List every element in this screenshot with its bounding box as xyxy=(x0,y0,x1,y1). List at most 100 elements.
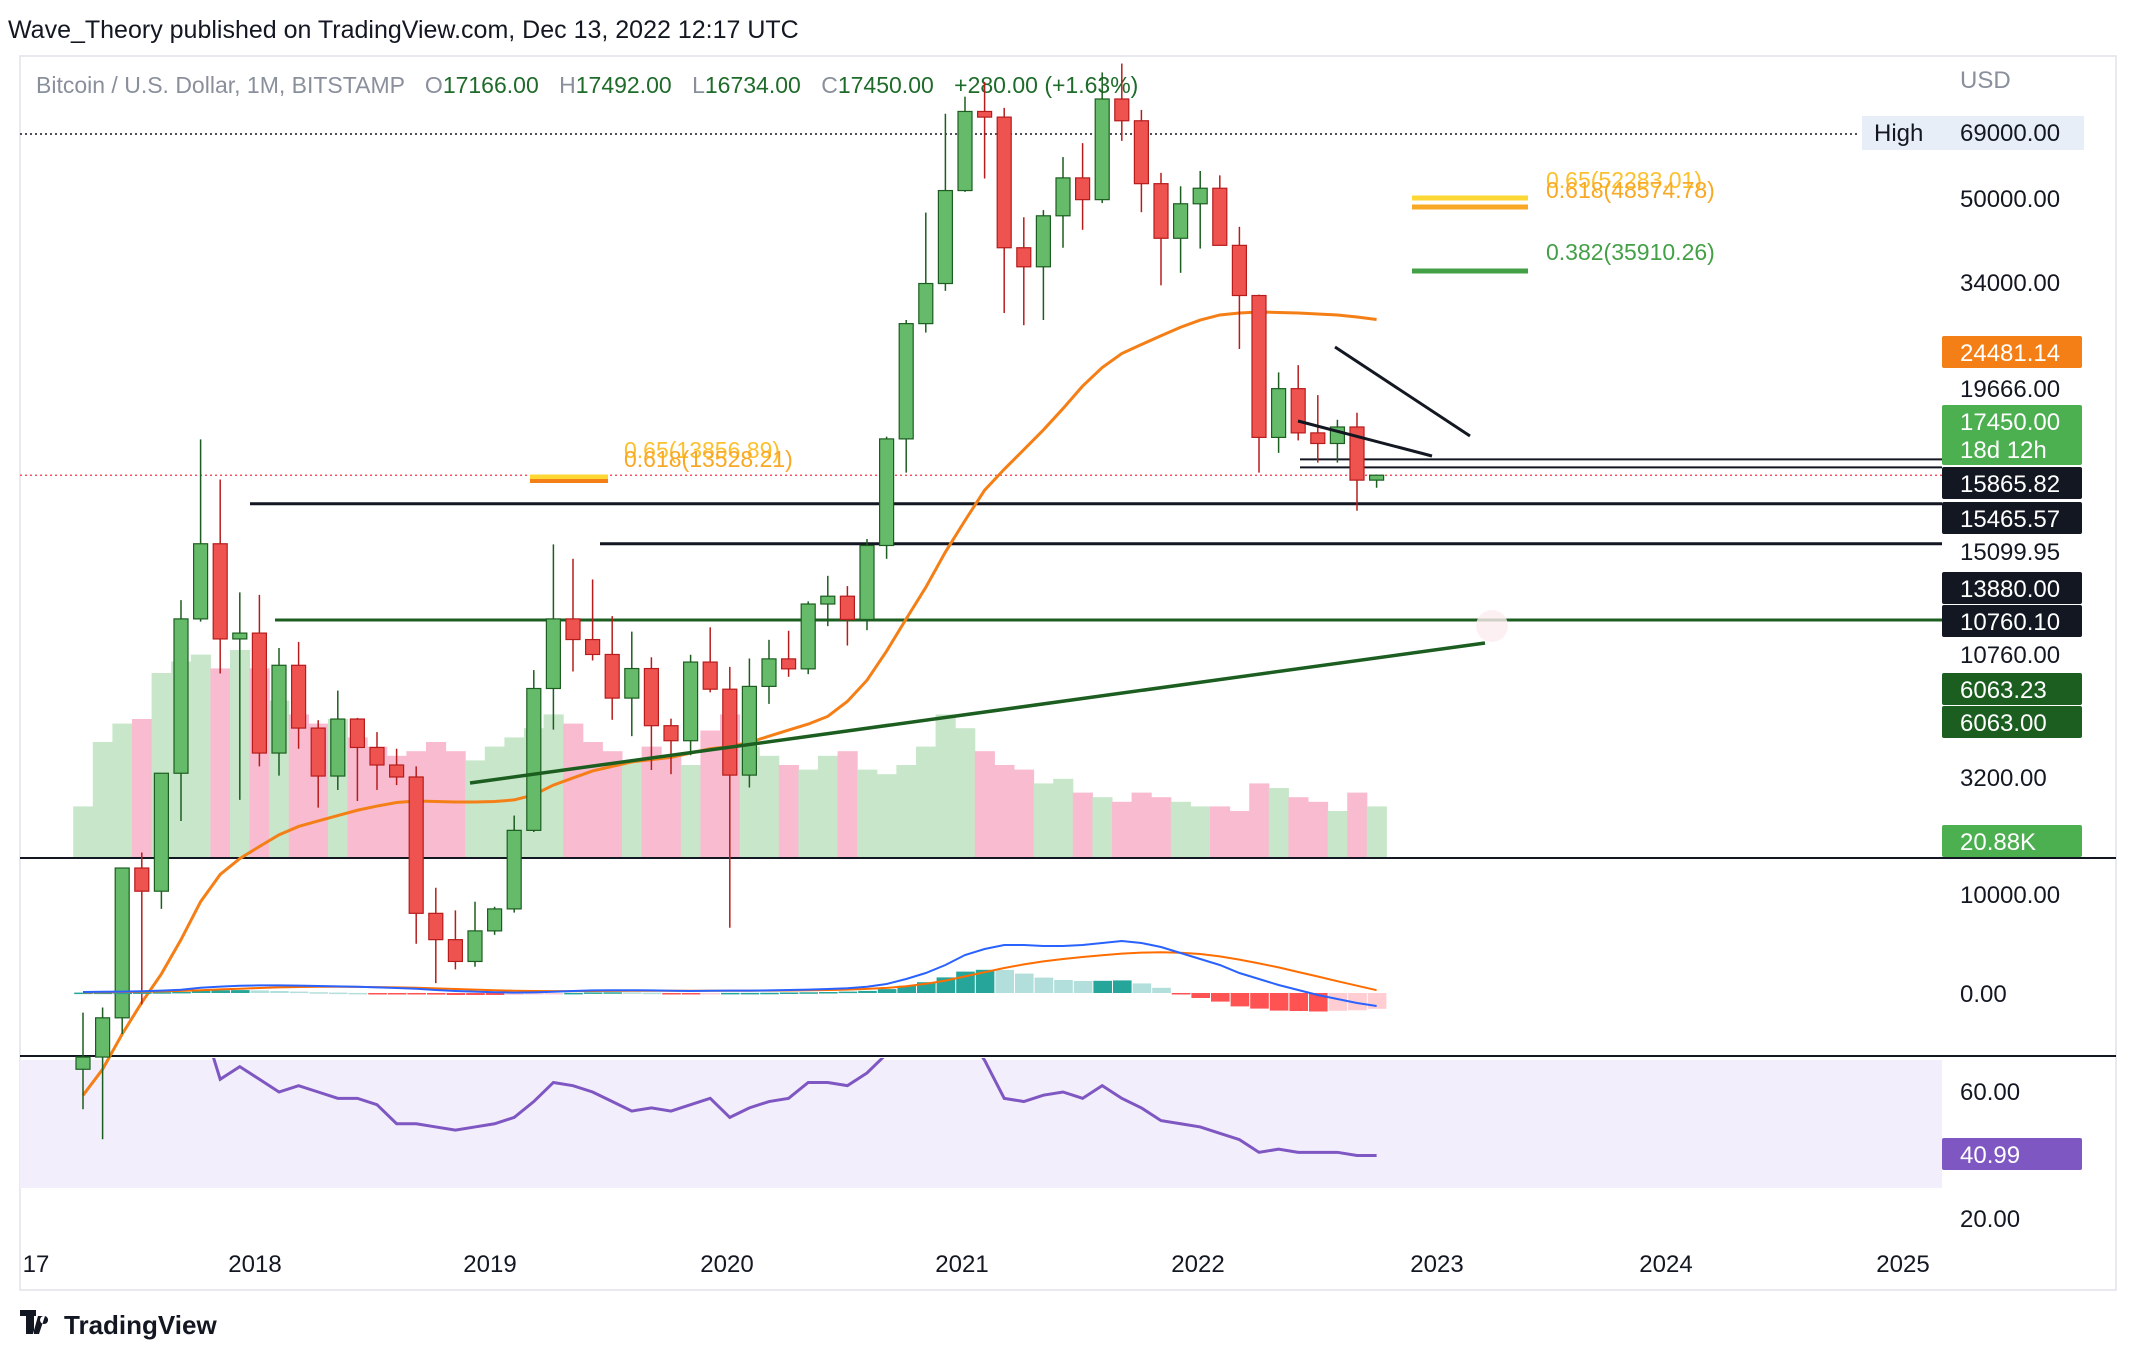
volume-bar xyxy=(112,723,133,857)
macd-histogram-bar xyxy=(270,991,289,993)
volume-bar xyxy=(798,769,819,857)
candle-body xyxy=(565,618,581,641)
time-tick-label: 17 xyxy=(23,1251,50,1278)
trend-badge-1-bg xyxy=(1942,673,2082,705)
candle-body xyxy=(1231,244,1248,297)
time-axis[interactable]: 17 2018 2019 2020 2021 2022 2023 2024 2025 xyxy=(23,1251,1930,1278)
user-drawings[interactable] xyxy=(469,195,1528,785)
volume-bar xyxy=(778,765,799,857)
level-badge-3-bg xyxy=(1942,572,2082,604)
macd-histogram-bar xyxy=(623,992,642,994)
macd-histogram-bar xyxy=(681,993,701,995)
volume-bar xyxy=(916,746,937,857)
candle-body xyxy=(291,664,307,729)
volume-bar xyxy=(1170,801,1191,857)
macd-histogram-bar xyxy=(1269,993,1289,1011)
volume-bar xyxy=(1014,769,1035,857)
volume-bar xyxy=(132,719,153,857)
volume-bar xyxy=(504,737,525,857)
volume-bar xyxy=(935,714,956,857)
legend-change: +280.00 (+1.63%) xyxy=(954,72,1138,98)
candle-body xyxy=(1153,183,1169,239)
macd-histogram-bar xyxy=(387,993,407,995)
rsi-tick-60: 60.00 xyxy=(1960,1079,2020,1106)
level-badge-2-bg xyxy=(1942,502,2082,534)
legend-low-label: L xyxy=(692,72,705,98)
ma-price-badge-bg xyxy=(1942,336,2082,368)
macd-histogram-bar xyxy=(525,993,544,995)
volume-bar xyxy=(602,751,623,857)
candle-body xyxy=(1133,120,1150,185)
macd-histogram-bar xyxy=(564,992,583,995)
price-tick-label: 15099.95 xyxy=(1960,539,2060,566)
macd-histogram-bar xyxy=(779,992,799,994)
macd-histogram-bar xyxy=(427,993,446,995)
rsi-band xyxy=(20,1060,1942,1188)
level-badge-4: 10760.10 xyxy=(1960,609,2060,636)
svg-text:Bitcoin / U.S. Dollar, 1M, BIT: Bitcoin / U.S. Dollar, 1M, BITSTAMP O171… xyxy=(36,72,1138,98)
candle-body xyxy=(918,282,934,325)
macd-histogram-bar xyxy=(603,992,622,994)
price-tick-label: 3200.00 xyxy=(1960,765,2047,792)
macd-histogram-bar xyxy=(799,992,818,994)
volume-bar xyxy=(1112,801,1133,857)
candle-body xyxy=(1074,177,1091,201)
symbol-legend[interactable]: Bitcoin / U.S. Dollar, 1M, BITSTAMP O171… xyxy=(36,72,1138,98)
volume-bar xyxy=(661,755,682,857)
candle-body xyxy=(545,618,562,690)
wedge-upper-line xyxy=(1334,345,1471,438)
candle-body xyxy=(310,727,326,777)
candle-body xyxy=(232,632,248,640)
price-axis[interactable]: USD High 69000.00 50000.00 34000.00 19666.00 1… xyxy=(1862,67,2084,1233)
high-marker-value: 69000.00 xyxy=(1960,120,2060,147)
chart-border xyxy=(19,55,2117,1291)
macd-histogram-bar xyxy=(1113,980,1132,993)
fib-0618-mid-label: 0.618(13528.21) xyxy=(624,446,793,472)
fib-0618-top-label: 0.618(48574.78) xyxy=(1546,177,1715,203)
macd-histogram-bar xyxy=(897,985,916,993)
candle-body xyxy=(741,685,758,776)
wedge-lower-line xyxy=(1297,419,1433,458)
macd-histogram-bar xyxy=(250,990,270,993)
macd-histogram-bar xyxy=(1230,993,1250,1007)
volume-bar xyxy=(1366,806,1387,857)
candle-body xyxy=(898,323,914,440)
axis-currency: USD xyxy=(1960,67,2011,94)
volume-bar xyxy=(818,755,839,857)
legend-open-label: O xyxy=(425,72,443,98)
volume-bar xyxy=(1092,797,1113,857)
candles xyxy=(75,63,1385,1140)
level-badge-3: 13880.00 xyxy=(1960,576,2060,603)
volume-bar xyxy=(857,769,878,857)
macd-histogram-bar xyxy=(995,970,1014,993)
candle-body xyxy=(251,632,267,754)
volume-bar xyxy=(1053,778,1074,857)
time-tick-label: 2024 xyxy=(1639,1251,1692,1278)
macd-histogram-bar xyxy=(1073,981,1093,993)
candle-body xyxy=(1368,474,1385,481)
candle-body xyxy=(173,618,189,774)
trendline-uptrend xyxy=(469,641,1486,785)
volume-badge: 20.88K xyxy=(1960,829,2036,856)
candle-body xyxy=(75,1056,91,1070)
volume-bar xyxy=(876,774,897,857)
volume-bar xyxy=(622,760,643,857)
candle-body xyxy=(193,543,209,620)
price-tick-label: 19666.00 xyxy=(1960,376,2060,403)
macd-histogram-bar xyxy=(1093,980,1112,993)
volume-bar xyxy=(700,730,721,857)
macd-histogram-bar xyxy=(1191,993,1210,998)
publisher-caption: Wave_Theory published on TradingView.com… xyxy=(8,16,799,44)
candle-body xyxy=(780,658,797,670)
tradingview-logo[interactable]: TradingView xyxy=(20,1310,217,1340)
trend-badge-2: 6063.00 xyxy=(1960,710,2047,737)
macd-histogram-bar xyxy=(819,992,838,994)
volume-bar xyxy=(1033,783,1054,857)
volume-bar xyxy=(837,751,858,857)
macd-histogram-bar xyxy=(231,990,250,993)
candle-body xyxy=(134,867,150,892)
fib-0382-top-label: 0.382(35910.26) xyxy=(1546,239,1715,265)
volume-badge-bg xyxy=(1942,825,2082,857)
macd-histogram-bar xyxy=(211,990,230,993)
